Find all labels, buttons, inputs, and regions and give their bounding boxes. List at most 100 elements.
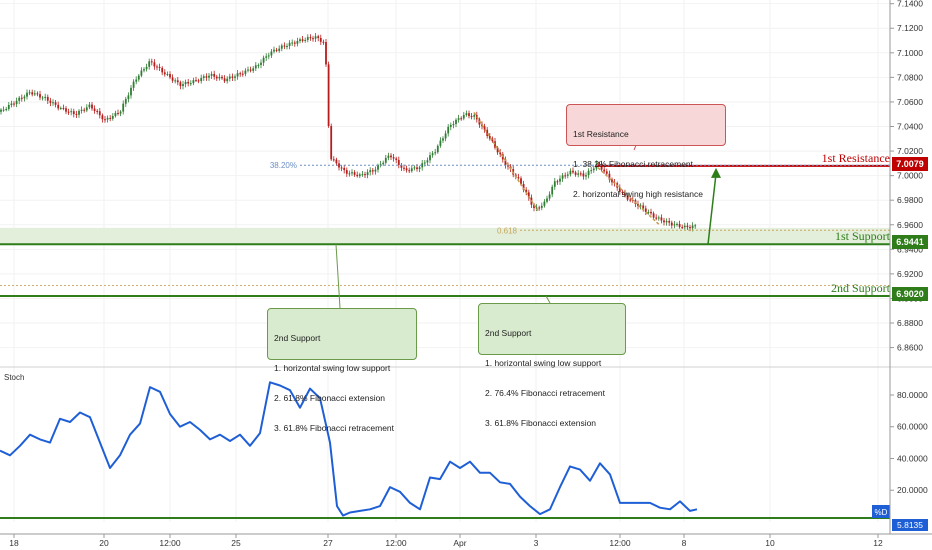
candle-body [403, 167, 405, 169]
candle-body [504, 159, 507, 166]
candle-body [143, 69, 145, 71]
candle-body [457, 118, 460, 120]
candle-body [624, 192, 626, 196]
candle-body [111, 116, 114, 119]
support-zone-rect [0, 227, 890, 245]
candle-body [117, 112, 119, 114]
candle-body [249, 69, 252, 71]
candle-body [556, 181, 559, 183]
candle-body [364, 174, 366, 176]
candle-body [426, 160, 429, 163]
candle-body [488, 135, 491, 139]
candle-body [384, 157, 387, 163]
candle-body [652, 213, 655, 218]
candle-body [499, 152, 502, 155]
candle-body [65, 108, 67, 112]
fib-618-label: 0.618 [497, 226, 518, 235]
candle-body [273, 49, 275, 52]
candle-body [293, 42, 296, 44]
candle-body [18, 97, 21, 101]
candle-body [317, 36, 320, 38]
candle-body [218, 76, 221, 79]
stoch-tick-label: 80.0000 [897, 390, 928, 400]
candle-body [80, 109, 83, 111]
candle-body [174, 80, 177, 82]
candle-body [436, 145, 439, 153]
candle-body [296, 41, 299, 44]
candle-body [442, 138, 444, 141]
candle-body [179, 82, 182, 87]
bounce-arrow-head [711, 167, 721, 178]
candle-body [20, 97, 23, 99]
annot-line: 2. 61.8% Fibonacci extension [274, 393, 386, 403]
candle-body [236, 73, 239, 77]
candle-body [5, 109, 8, 111]
candle-body [543, 201, 546, 206]
price-tick-label: 7.0400 [897, 122, 923, 132]
candle-body [637, 204, 639, 207]
candle-body [665, 220, 668, 223]
candle-body [7, 104, 10, 110]
candle-body [657, 217, 660, 219]
candle-body [210, 73, 213, 76]
candle-body [533, 204, 535, 208]
time-tick-label: 12:00 [159, 538, 181, 548]
candle-body [468, 113, 470, 117]
annot-line: 1. horizontal swing low support [274, 363, 391, 373]
stoch-tick-label: 40.0000 [897, 453, 928, 463]
price-tick-label: 7.0200 [897, 146, 923, 156]
candle-body [579, 173, 582, 175]
candle-body [660, 217, 663, 221]
candle-body [655, 217, 658, 219]
candle-body [348, 173, 351, 175]
time-tick-label: 8 [682, 538, 687, 548]
support-annotation-2: 2nd Support 1. horizontal swing low supp… [478, 303, 626, 428]
candle-body [197, 80, 200, 82]
candle-body [517, 177, 520, 179]
candle-body [182, 84, 184, 87]
candle-body [676, 223, 678, 225]
candle-body [559, 178, 561, 182]
annot-line: 1. horizontal swing low support [485, 358, 602, 368]
support-2-pointer [545, 295, 551, 304]
candle-body [49, 100, 52, 103]
candle-body [156, 66, 158, 68]
time-tick-label: Apr [453, 538, 466, 548]
annot-line: 2. 76.4% Fibonacci retracement [485, 388, 606, 398]
candle-body [626, 195, 629, 200]
candle-body [101, 115, 104, 120]
candle-body [582, 173, 585, 177]
support-2-price-tag: 6.9020 [892, 287, 928, 301]
candle-body [239, 73, 242, 75]
candle-body [62, 107, 65, 109]
candle-body [598, 163, 600, 165]
candle-body [72, 111, 75, 115]
annot-line: 1. 38.2% Fibonacci retracement [573, 159, 694, 169]
price-tick-label: 6.9800 [897, 195, 923, 205]
annot-line: 2nd Support [485, 328, 532, 338]
candle-body [127, 95, 130, 100]
candle-body [85, 107, 88, 111]
candle-body [327, 64, 330, 127]
price-tick-label: 7.0600 [897, 97, 923, 107]
candle-body [36, 93, 39, 95]
candle-body [325, 42, 327, 65]
candle-body [483, 126, 486, 130]
candle-body [247, 69, 249, 71]
candle-body [371, 170, 374, 172]
candle-body [455, 119, 457, 125]
candle-body [322, 41, 325, 43]
candle-body [93, 108, 96, 111]
candle-body [465, 113, 468, 115]
candle-body [507, 165, 509, 167]
candle-body [564, 175, 567, 177]
candle-body [221, 76, 223, 79]
time-tick-label: 12:00 [609, 538, 631, 548]
candle-body [525, 189, 528, 193]
candle-body [213, 73, 216, 77]
candle-body [140, 70, 143, 76]
candle-body [447, 126, 450, 134]
stoch-last-value: 5.8135 [897, 520, 923, 530]
candle-body [241, 73, 244, 75]
time-tick-label: 20 [99, 538, 109, 548]
